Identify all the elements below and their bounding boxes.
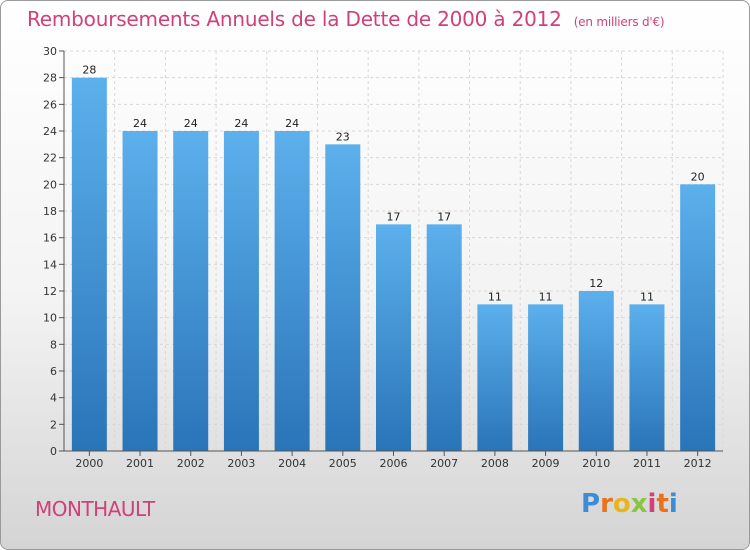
y-tick-label: 28 <box>43 72 57 85</box>
bars: 28 24 24 24 24 23 17 17 11 11 12 11 20 <box>71 64 716 452</box>
bar <box>173 131 209 451</box>
y-tick-label: 22 <box>43 152 57 165</box>
bar <box>477 304 513 451</box>
bar-value-label: 12 <box>589 277 603 290</box>
bar-value-label: 17 <box>437 210 451 223</box>
y-tick-label: 14 <box>43 258 57 271</box>
x-tick-label: 2008 <box>481 457 509 470</box>
commune-name: MONTHAULT <box>35 497 155 521</box>
x-tick-label: 2001 <box>126 457 154 470</box>
bar-value-label: 17 <box>387 210 401 223</box>
bar-value-label: 23 <box>336 130 350 143</box>
y-tick-label: 26 <box>43 98 57 111</box>
y-tick-label: 10 <box>43 312 57 325</box>
x-tick-label: 2006 <box>380 457 408 470</box>
bar-value-label: 24 <box>234 117 248 130</box>
bar-value-label: 20 <box>691 170 705 183</box>
bar <box>274 131 310 451</box>
y-tick-label: 2 <box>50 418 57 431</box>
logo-letter: t <box>656 489 669 519</box>
x-tick-label: 2002 <box>177 457 205 470</box>
x-axis: 2000 2001 2002 2003 2004 2005 2006 2007 2008 2009… <box>64 450 723 470</box>
x-tick-label: 2012 <box>684 457 712 470</box>
bar <box>426 224 462 451</box>
bar-value-label: 28 <box>82 64 96 77</box>
y-tick-label: 12 <box>43 285 57 298</box>
bar-value-label: 11 <box>539 290 553 303</box>
proxiti-logo: Proxiti <box>581 489 678 519</box>
logo-letter: r <box>600 489 613 519</box>
y-tick-label: 20 <box>43 178 57 191</box>
x-tick-label: 2005 <box>329 457 357 470</box>
x-tick-label: 2004 <box>278 457 306 470</box>
y-tick-label: 4 <box>50 392 57 405</box>
y-tick-label: 24 <box>43 125 57 138</box>
x-tick-label: 2003 <box>227 457 255 470</box>
x-tick-label: 2000 <box>75 457 103 470</box>
y-tick-label: 6 <box>50 365 57 378</box>
y-tick-label: 18 <box>43 205 57 218</box>
chart-title: Remboursements Annuels de la Dette de 20… <box>27 7 665 31</box>
bar <box>122 131 158 451</box>
bar-value-label: 24 <box>184 117 198 130</box>
logo-letter: o <box>612 489 631 519</box>
bar <box>71 77 107 452</box>
y-tick-label: 16 <box>43 232 57 245</box>
bar <box>325 144 361 452</box>
bar-value-label: 11 <box>640 290 654 303</box>
chart-title-text: Remboursements Annuels de la Dette de 20… <box>27 7 562 31</box>
logo-letter: i <box>668 489 678 519</box>
logo-letter: P <box>581 489 601 519</box>
bar-value-label: 11 <box>488 290 502 303</box>
logo-letter: x <box>630 489 648 519</box>
x-tick-label: 2007 <box>430 457 458 470</box>
x-tick-label: 2011 <box>633 457 661 470</box>
x-tick-label: 2009 <box>532 457 560 470</box>
y-tick-label: 8 <box>50 338 57 351</box>
y-tick-label: 0 <box>50 445 57 458</box>
y-tick-label: 30 <box>43 45 57 58</box>
bar <box>680 184 716 452</box>
bar <box>528 304 564 451</box>
logo-letter: i <box>647 489 657 519</box>
bar-value-label: 24 <box>285 117 299 130</box>
bar-value-label: 24 <box>133 117 147 130</box>
bar <box>223 131 259 451</box>
chart-unit: (en milliers d'€) <box>573 15 665 29</box>
bar <box>376 224 411 451</box>
bar <box>578 291 614 451</box>
bar <box>629 304 665 451</box>
x-tick-label: 2010 <box>582 457 610 470</box>
